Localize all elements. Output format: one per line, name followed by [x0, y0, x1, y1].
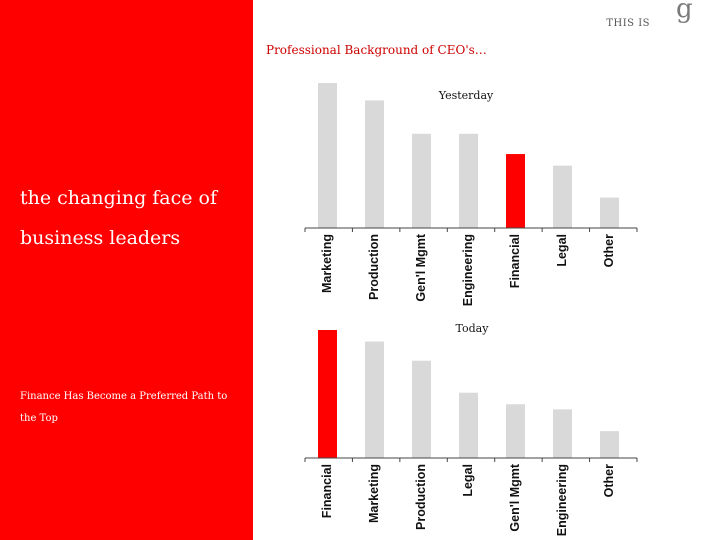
- category-label: Engineering: [461, 234, 475, 306]
- category-label: Engineering: [555, 464, 569, 536]
- category-label: Production: [414, 464, 428, 530]
- tagline: THIS IS: [606, 18, 650, 29]
- category-label: Gen'l Mgmt: [414, 233, 428, 301]
- category-label: Marketing: [367, 464, 381, 523]
- subtext: Finance Has Become a Preferred Path to t…: [20, 391, 228, 424]
- category-label: Production: [367, 234, 381, 300]
- bar-marketing: [318, 83, 337, 228]
- bar-production: [412, 360, 431, 458]
- chart-title: Today: [456, 322, 490, 335]
- logo-g: g: [676, 0, 693, 24]
- slide-title: Professional Background of CEO's…: [266, 43, 487, 57]
- bar-legal: [459, 392, 478, 458]
- bar-legal: [553, 165, 572, 228]
- bar-marketing: [365, 341, 384, 458]
- chart-title: Yesterday: [438, 89, 494, 102]
- bar-financial: [506, 154, 525, 228]
- category-label: Other: [602, 464, 616, 497]
- bar-gen-l-mgmt: [412, 133, 431, 228]
- category-label: Legal: [461, 464, 475, 497]
- chart-today: Today Financial Marketing Production Legal Ge…: [304, 322, 638, 536]
- headline: the changing face of business leaders: [20, 187, 218, 249]
- category-label: Financial: [508, 234, 522, 288]
- left-panel: the changing face of business leaders Fi…: [0, 0, 253, 540]
- bar-engineering: [459, 133, 478, 228]
- bar-other: [600, 197, 619, 228]
- category-label: Legal: [555, 234, 569, 267]
- bar-production: [365, 100, 384, 228]
- bar-financial: [318, 330, 337, 458]
- bar-gen-l-mgmt: [506, 404, 525, 458]
- bar-engineering: [553, 409, 572, 458]
- chart-yesterday: Yesterday Marketing Production Gen'l Mgmt En…: [304, 83, 638, 306]
- category-label: Other: [602, 234, 616, 267]
- category-label: Financial: [320, 464, 334, 518]
- category-label: Gen'l Mgmt: [508, 463, 522, 531]
- bar-other: [600, 431, 619, 458]
- category-label: Marketing: [320, 234, 334, 293]
